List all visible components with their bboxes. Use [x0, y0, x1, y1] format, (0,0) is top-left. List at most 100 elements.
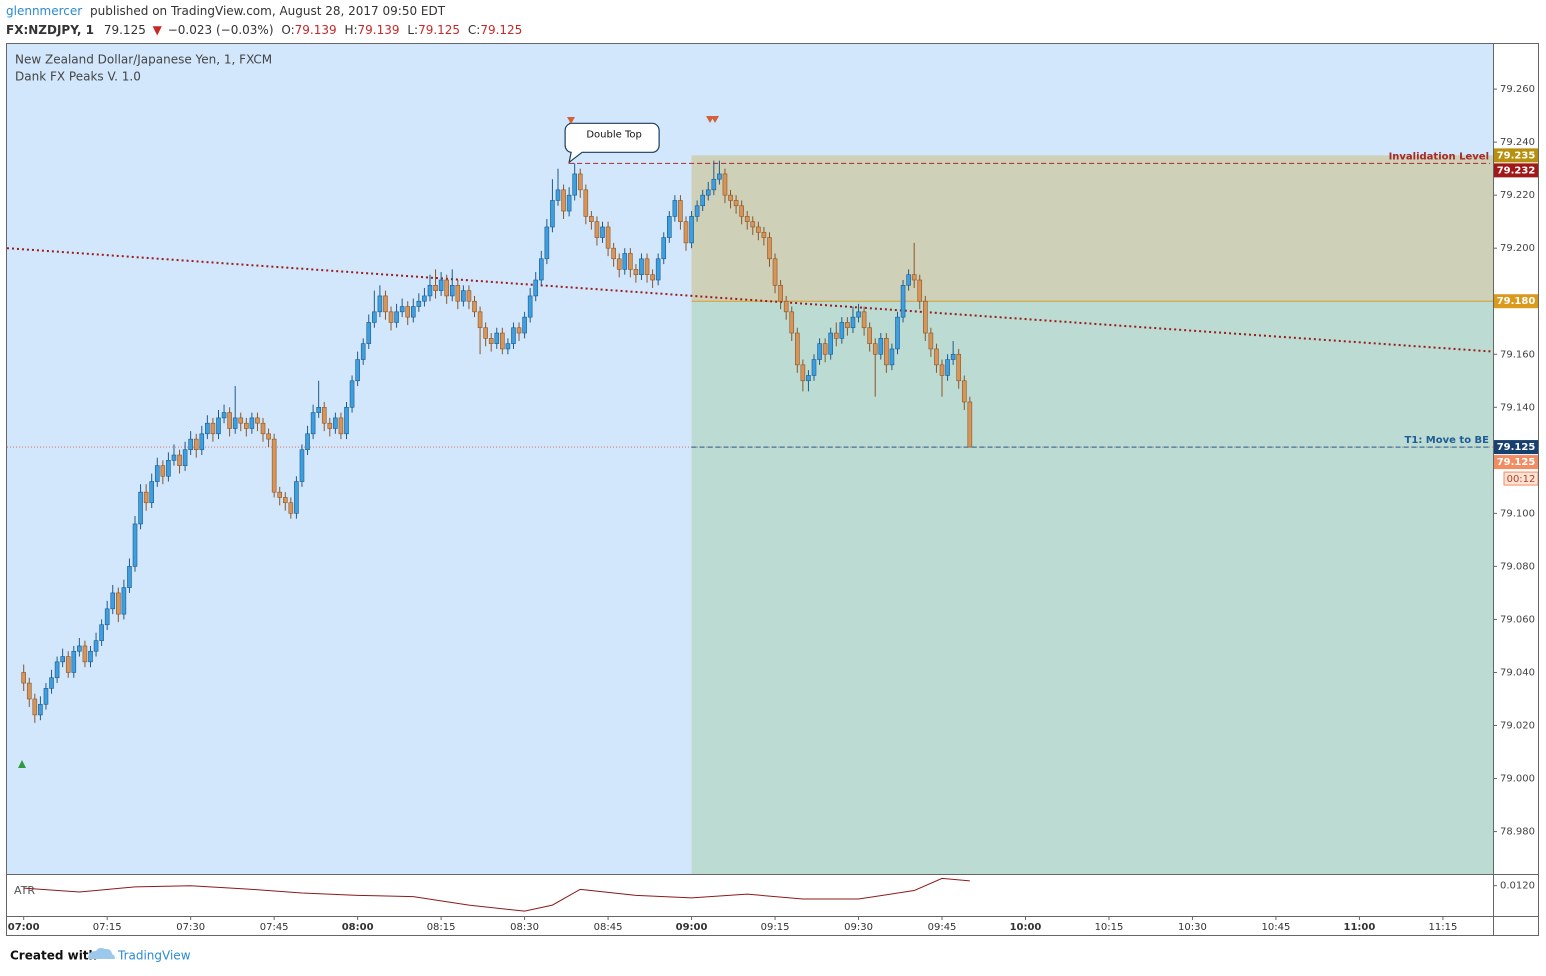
- candle-body: [49, 677, 54, 689]
- candle-body: [188, 438, 193, 451]
- x-tick-label: 07:15: [93, 922, 122, 933]
- candle-body: [232, 417, 238, 429]
- x-tick-label: 08:30: [510, 922, 539, 933]
- candle-body: [550, 200, 555, 228]
- candle-body: [889, 348, 895, 366]
- last-price: 79.125: [104, 23, 146, 37]
- candle-body: [711, 178, 717, 191]
- candle-body: [104, 608, 110, 626]
- candle-body: [611, 247, 616, 260]
- candle-body: [294, 481, 299, 514]
- user-name[interactable]: glennmercer: [6, 4, 82, 18]
- candle-body: [21, 672, 26, 684]
- candle-body: [32, 698, 38, 716]
- candle-body: [806, 375, 811, 382]
- y-tick-label: 79.000: [1500, 774, 1535, 785]
- candle-body: [950, 353, 956, 360]
- y-tick-label: 79.160: [1500, 349, 1535, 360]
- candle-body: [589, 216, 594, 222]
- h-label: H:: [344, 23, 357, 37]
- candle-body: [600, 226, 605, 238]
- candle-body: [594, 221, 600, 238]
- candle-body: [394, 311, 399, 323]
- candle-body: [177, 454, 182, 466]
- peak-marker: [711, 116, 719, 123]
- y-tick-label: 79.040: [1500, 667, 1535, 678]
- candle-body: [171, 454, 177, 461]
- x-tick-label: 08:15: [427, 922, 456, 933]
- candle-body: [872, 343, 878, 355]
- candle-body: [160, 465, 166, 477]
- candle-body: [321, 406, 327, 424]
- candle-body: [416, 300, 422, 307]
- c-label: C:: [468, 23, 480, 37]
- price-label: 79.180: [1497, 296, 1536, 307]
- candle-body: [650, 274, 655, 281]
- candle-body: [65, 656, 71, 673]
- candle-body: [633, 269, 639, 276]
- candle-body: [722, 173, 728, 196]
- candle-body: [655, 258, 661, 281]
- candle-body: [934, 348, 939, 366]
- x-tick-label: 09:00: [676, 922, 708, 933]
- x-tick-label: 07:45: [260, 922, 289, 933]
- candle-body: [666, 216, 672, 238]
- candle-body: [761, 231, 767, 238]
- candle-body: [878, 338, 884, 355]
- candle-body: [116, 592, 121, 615]
- countdown: 00:12: [1507, 474, 1536, 485]
- trough-marker: [18, 760, 26, 768]
- footer-brand[interactable]: TradingView: [117, 949, 191, 963]
- candle-body: [884, 338, 889, 366]
- candle-body: [639, 258, 644, 276]
- candle-body: [305, 433, 310, 451]
- candle-body: [383, 295, 388, 313]
- x-tick-label: 10:15: [1095, 922, 1124, 933]
- candle-body: [266, 433, 271, 440]
- candle-body: [255, 417, 260, 424]
- candle-body: [433, 285, 438, 291]
- candle-body: [472, 300, 477, 313]
- x-tick-label: 08:45: [594, 922, 623, 933]
- price-label: 79.232: [1497, 165, 1536, 176]
- candle-body: [566, 194, 572, 212]
- y-tick-label: 79.100: [1500, 508, 1535, 519]
- candle-body: [221, 412, 227, 419]
- x-tick-label: 07:00: [8, 922, 40, 933]
- change-arrow: ▼: [153, 23, 163, 37]
- candle-body: [93, 640, 99, 652]
- brand-logo: [88, 947, 115, 959]
- candle-body: [244, 422, 249, 429]
- candle-body: [210, 422, 216, 435]
- target-zone: [691, 301, 1493, 874]
- candle-body: [461, 290, 466, 302]
- l-label: L:: [407, 23, 418, 37]
- callout-bubble: [564, 122, 660, 164]
- candle-body: [778, 285, 783, 302]
- candle-body: [700, 194, 705, 207]
- candle-body: [355, 359, 360, 382]
- candle-body: [477, 311, 483, 329]
- candle-body: [344, 406, 349, 435]
- candle-body: [333, 417, 338, 429]
- candle-body: [299, 449, 305, 482]
- candle-body: [900, 285, 906, 318]
- header-line: glennmercer published on TradingView.com…: [6, 4, 446, 18]
- indicator-name: Dank FX Peaks V. 1.0: [15, 70, 141, 84]
- price-label: 79.125: [1497, 457, 1536, 468]
- candle-body: [544, 226, 550, 260]
- y-tick-label: 79.060: [1500, 614, 1535, 625]
- candle-body: [939, 364, 945, 376]
- candle-body: [867, 327, 872, 344]
- candle-body: [739, 205, 744, 217]
- level-label: Invalidation Level: [1389, 151, 1489, 162]
- candle-body: [500, 332, 505, 350]
- candle-body: [744, 216, 750, 222]
- candle-body: [717, 173, 722, 180]
- candle-body: [410, 306, 416, 318]
- atr-tick-label: 0.0120: [1500, 881, 1535, 892]
- candle-body: [516, 327, 522, 334]
- candle-body: [678, 200, 683, 222]
- candle-body: [505, 343, 511, 350]
